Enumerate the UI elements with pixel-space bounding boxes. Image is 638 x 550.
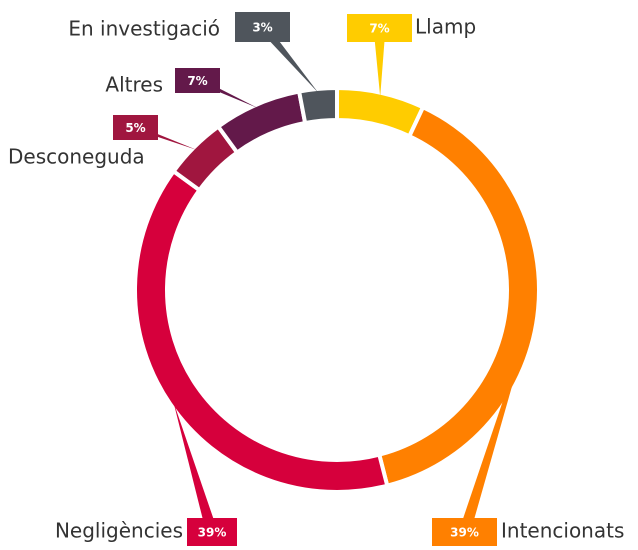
label-box [432,518,497,546]
callout [373,28,386,97]
label-box [187,518,237,546]
value-label: 7% [187,74,207,88]
category-label: Negligències [55,519,183,543]
callout [458,308,535,532]
donut-slice [296,85,339,126]
label-box [235,12,290,42]
value-label: 3% [252,21,272,35]
category-label: Altres [105,73,163,97]
category-label: Llamp [415,15,476,39]
category-label: En investigació [68,17,220,41]
category-label: Intencionats [501,519,624,543]
value-label: 39% [450,526,479,540]
value-label: 39% [198,526,227,540]
value-label: 7% [369,22,389,36]
label-box [113,115,158,140]
donut-slice [215,89,308,156]
category-label: Desconeguda [8,145,145,169]
donut-slice [376,104,541,489]
donut-slice [133,168,390,494]
label-box [347,14,412,42]
donut-slice [335,85,426,139]
value-label: 5% [125,121,145,135]
callout [256,27,319,93]
callout [173,401,218,532]
label-box [175,68,220,93]
